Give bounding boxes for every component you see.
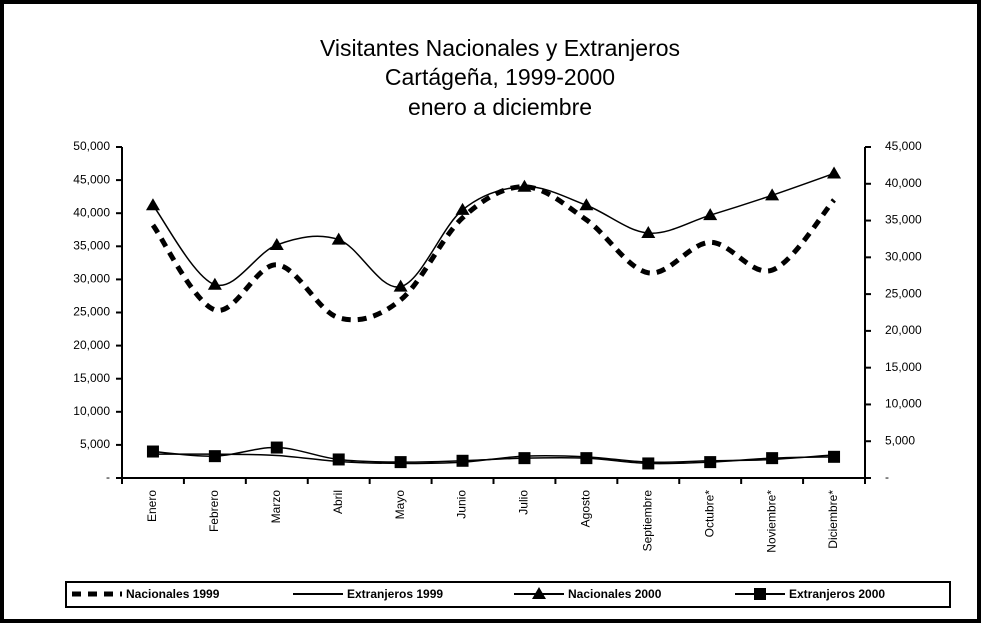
x-tick-label: Enero	[145, 490, 159, 522]
x-tick-label: Octubre*	[702, 490, 716, 538]
marker-triangle	[455, 202, 470, 215]
marker-square	[332, 453, 345, 466]
y2-tick-label: 45,000	[885, 139, 922, 153]
y-tick-label: 25,000	[73, 305, 110, 319]
x-tick-label: Abril	[331, 490, 345, 514]
marker-square	[456, 454, 469, 467]
marker-square	[146, 445, 159, 458]
y-tick-label: 15,000	[73, 371, 110, 385]
y2-tick-label: -	[885, 470, 889, 484]
marker-square	[518, 452, 531, 465]
y-tick-label: 10,000	[73, 404, 110, 418]
marker-square	[270, 441, 283, 454]
marker-triangle	[269, 237, 284, 250]
marker-triangle	[641, 226, 656, 239]
marker-square	[766, 452, 779, 465]
x-tick-label: Julio	[517, 490, 531, 515]
legend-label: Extranjeros 2000	[789, 587, 885, 601]
series-line	[150, 184, 836, 323]
y2-tick-label: 15,000	[885, 360, 922, 374]
x-tick-label: Agosto	[579, 490, 593, 528]
y-tick-label: 5,000	[80, 437, 110, 451]
y-tick-label: 45,000	[73, 172, 110, 186]
marker-triangle	[517, 179, 532, 192]
y-tick-label: 20,000	[73, 338, 110, 352]
marker-triangle	[393, 279, 408, 292]
marker-triangle	[145, 198, 160, 211]
marker-triangle	[331, 232, 346, 245]
y2-tick-label: 20,000	[885, 323, 922, 337]
marker-square	[642, 457, 655, 470]
marker-square	[394, 456, 407, 469]
x-tick-label: Junio	[455, 490, 469, 519]
y2-tick-label: 35,000	[885, 213, 922, 227]
x-tick-label: Septiembre	[640, 490, 654, 552]
x-tick-label: Febrero	[207, 490, 221, 532]
legend-label: Extranjeros 1999	[347, 587, 443, 601]
marker-square	[704, 456, 717, 469]
y-tick-label: 40,000	[73, 205, 110, 219]
x-tick-label: Marzo	[269, 490, 283, 524]
marker-triangle	[532, 587, 546, 599]
y2-tick-label: 10,000	[885, 397, 922, 411]
marker-triangle	[579, 198, 594, 211]
chart-title: enero a diciembre	[408, 94, 592, 120]
legend-label: Nacionales 2000	[568, 587, 662, 601]
marker-square	[754, 588, 766, 600]
marker-square	[580, 452, 593, 465]
y2-tick-label: 40,000	[885, 176, 922, 190]
chart-title: Cartágeña, 1999-2000	[385, 64, 615, 90]
y-tick-label: 30,000	[73, 272, 110, 286]
legend-box	[65, 581, 951, 608]
y2-tick-label: 5,000	[885, 433, 915, 447]
y-tick-label: 50,000	[73, 139, 110, 153]
y2-tick-label: 25,000	[885, 286, 922, 300]
marker-triangle	[765, 188, 780, 201]
marker-triangle	[207, 277, 222, 290]
marker-triangle	[703, 208, 718, 221]
y-tick-label: 35,000	[73, 238, 110, 252]
x-tick-label: Noviembre*	[764, 490, 778, 553]
marker-square	[828, 450, 841, 463]
x-tick-label: Mayo	[393, 490, 407, 520]
marker-square	[208, 450, 221, 463]
y2-tick-label: 30,000	[885, 250, 922, 264]
marker-triangle	[827, 166, 842, 179]
chart-title: Visitantes Nacionales y Extranjeros	[320, 35, 680, 61]
x-tick-label: Diciembre*	[826, 490, 840, 549]
y-tick-label: -	[106, 470, 110, 484]
legend-label: Nacionales 1999	[126, 587, 220, 601]
